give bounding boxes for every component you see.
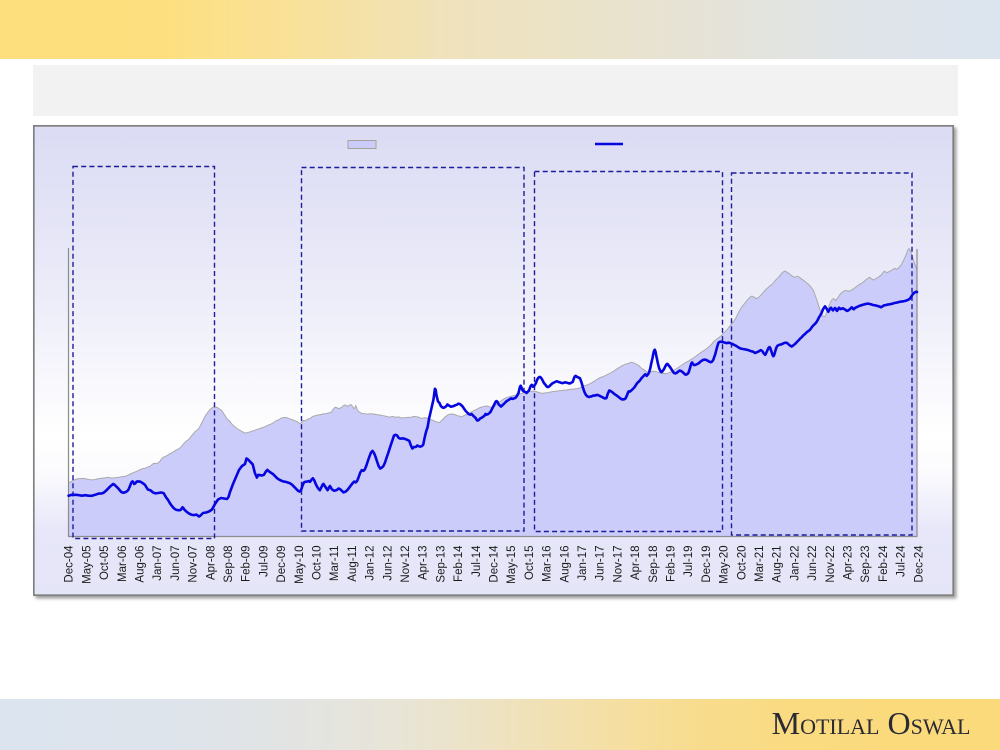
svg-text:Feb-14: Feb-14 (453, 545, 465, 582)
svg-text:Nov-22: Nov-22 (825, 546, 837, 583)
svg-text:Feb-09: Feb-09 (241, 546, 253, 582)
svg-text:Jan-17: Jan-17 (577, 546, 589, 581)
svg-text:Mar-06: Mar-06 (117, 546, 129, 582)
svg-text:Dec-19: Dec-19 (701, 546, 713, 583)
svg-text:Aug-21: Aug-21 (772, 546, 784, 583)
svg-text:Jan-07: Jan-07 (152, 546, 164, 581)
svg-text:Mar-11: Mar-11 (329, 546, 341, 582)
svg-text:Dec-14: Dec-14 (489, 545, 501, 583)
svg-text:Nov-12: Nov-12 (400, 546, 412, 583)
svg-text:Jul-09: Jul-09 (258, 546, 270, 577)
svg-text:Jun-22: Jun-22 (807, 546, 819, 581)
svg-text:Nov-17: Nov-17 (612, 546, 624, 583)
svg-text:Apr-13: Apr-13 (418, 546, 430, 581)
svg-text:Oct-15: Oct-15 (524, 546, 536, 581)
svg-text:Jun-12: Jun-12 (382, 546, 394, 581)
svg-text:Jul-14: Jul-14 (471, 545, 483, 577)
svg-text:Nov-07: Nov-07 (188, 546, 200, 583)
svg-text:Sep-18: Sep-18 (648, 546, 660, 583)
svg-text:Sep-23: Sep-23 (860, 546, 872, 583)
svg-text:Dec-24: Dec-24 (913, 545, 925, 583)
svg-text:May-05: May-05 (81, 546, 93, 584)
svg-text:Apr-18: Apr-18 (630, 546, 642, 581)
svg-text:Jun-07: Jun-07 (170, 546, 182, 581)
svg-text:Aug-16: Aug-16 (559, 546, 571, 583)
svg-text:Dec-04: Dec-04 (64, 545, 76, 583)
svg-text:Oct-10: Oct-10 (312, 546, 324, 581)
svg-text:Aug-06: Aug-06 (135, 546, 147, 583)
svg-text:Jun-17: Jun-17 (595, 546, 607, 581)
svg-text:Jul-19: Jul-19 (683, 546, 695, 577)
svg-text:May-10: May-10 (294, 546, 306, 584)
svg-text:Jul-24: Jul-24 (896, 545, 908, 577)
svg-text:Dec-09: Dec-09 (276, 546, 288, 583)
svg-text:Sep-08: Sep-08 (223, 546, 235, 583)
svg-text:Oct-20: Oct-20 (736, 546, 748, 581)
svg-text:Feb-24: Feb-24 (878, 545, 890, 582)
svg-text:May-20: May-20 (719, 546, 731, 584)
svg-text:Sep-13: Sep-13 (435, 546, 447, 583)
svg-text:May-15: May-15 (506, 546, 518, 584)
svg-text:Apr-08: Apr-08 (205, 546, 217, 581)
svg-text:Jan-22: Jan-22 (789, 546, 801, 581)
svg-text:Apr-23: Apr-23 (843, 546, 855, 581)
svg-text:Jan-12: Jan-12 (365, 546, 377, 581)
svg-text:Aug-11: Aug-11 (347, 546, 359, 582)
svg-text:Oct-05: Oct-05 (99, 546, 111, 581)
svg-text:Mar-16: Mar-16 (542, 546, 554, 582)
svg-text:Feb-19: Feb-19 (666, 546, 678, 582)
svg-text:Mar-21: Mar-21 (754, 546, 766, 582)
